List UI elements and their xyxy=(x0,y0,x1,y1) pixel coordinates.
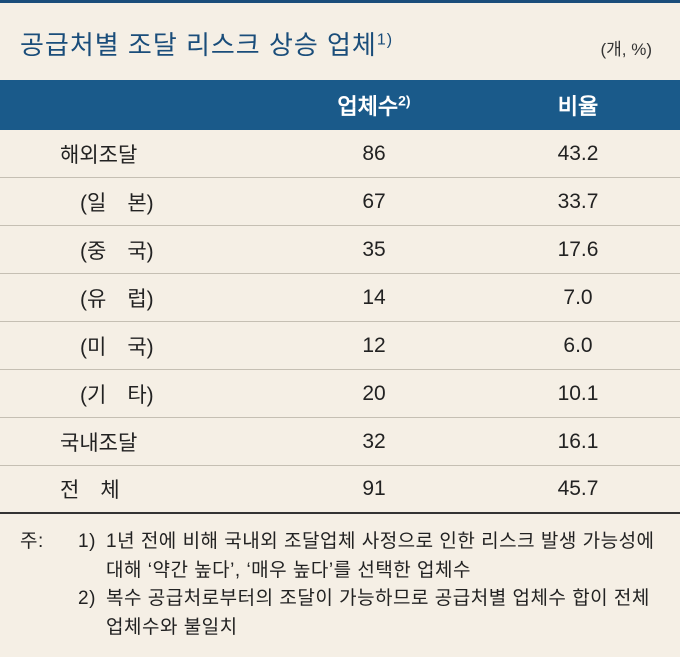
table-row: (일 본)6733.7 xyxy=(0,178,680,226)
row-count: 32 xyxy=(272,430,476,454)
row-count: 91 xyxy=(272,477,476,501)
footnotes: 주: 1) 1년 전에 비해 국내외 조달업체 사정으로 인한 리스크 발생 가… xyxy=(0,514,680,642)
table-row: (유 럽)147.0 xyxy=(0,274,680,322)
row-ratio: 7.0 xyxy=(476,286,680,310)
note-num: 2) xyxy=(78,585,106,642)
row-ratio: 16.1 xyxy=(476,430,680,454)
note-num: 1) xyxy=(78,528,106,585)
table-row: (기 타)2010.1 xyxy=(0,370,680,418)
row-ratio: 6.0 xyxy=(476,334,680,358)
unit-label: (개, %) xyxy=(600,35,660,62)
note-item: 2) 복수 공급처로부터의 조달이 가능하므로 공급처별 업체수 합이 전체 업… xyxy=(78,585,656,642)
header-count-sup: 2) xyxy=(398,93,410,109)
table-container: 공급처별 조달 리스크 상승 업체1) (개, %) 업체수2) 비율 해외조달… xyxy=(0,0,680,657)
data-table: 업체수2) 비율 해외조달8643.2(일 본)6733.7(중 국)3517.… xyxy=(0,80,680,514)
row-ratio: 10.1 xyxy=(476,382,680,406)
row-label: 해외조달 xyxy=(0,139,272,169)
row-label: (기 타) xyxy=(0,379,272,409)
note-row: 주: 1) 1년 전에 비해 국내외 조달업체 사정으로 인한 리스크 발생 가… xyxy=(20,528,660,642)
table-row: 전 체9145.7 xyxy=(0,466,680,514)
note-prefix: 주: xyxy=(20,528,78,642)
note-text: 복수 공급처로부터의 조달이 가능하므로 공급처별 업체수 합이 전체 업체수와… xyxy=(106,585,656,642)
page-title: 공급처별 조달 리스크 상승 업체1) xyxy=(20,25,393,62)
row-ratio: 43.2 xyxy=(476,142,680,166)
top-border xyxy=(0,0,680,3)
header-count-text: 업체수 xyxy=(337,94,398,119)
row-count: 20 xyxy=(272,382,476,406)
row-count: 35 xyxy=(272,238,476,262)
note-body: 1) 1년 전에 비해 국내외 조달업체 사정으로 인한 리스크 발생 가능성에… xyxy=(78,528,656,642)
table-body: 해외조달8643.2(일 본)6733.7(중 국)3517.6(유 럽)147… xyxy=(0,130,680,514)
table-row: 해외조달8643.2 xyxy=(0,130,680,178)
row-label: (유 럽) xyxy=(0,283,272,313)
table-row: 국내조달3216.1 xyxy=(0,418,680,466)
header-count: 업체수2) xyxy=(272,89,476,121)
table-header-row: 업체수2) 비율 xyxy=(0,80,680,130)
row-label: 전 체 xyxy=(0,474,272,504)
title-row: 공급처별 조달 리스크 상승 업체1) (개, %) xyxy=(0,25,680,62)
row-count: 67 xyxy=(272,190,476,214)
row-count: 86 xyxy=(272,142,476,166)
row-ratio: 33.7 xyxy=(476,190,680,214)
row-label: (일 본) xyxy=(0,187,272,217)
title-sup: 1) xyxy=(377,31,393,48)
note-text: 1년 전에 비해 국내외 조달업체 사정으로 인한 리스크 발생 가능성에 대해… xyxy=(106,528,656,585)
header-ratio: 비율 xyxy=(476,89,680,121)
row-label: 국내조달 xyxy=(0,427,272,457)
row-label: (미 국) xyxy=(0,331,272,361)
row-label: (중 국) xyxy=(0,235,272,265)
table-row: (중 국)3517.6 xyxy=(0,226,680,274)
row-count: 12 xyxy=(272,334,476,358)
title-text: 공급처별 조달 리스크 상승 업체 xyxy=(20,30,377,60)
row-ratio: 17.6 xyxy=(476,238,680,262)
note-item: 1) 1년 전에 비해 국내외 조달업체 사정으로 인한 리스크 발생 가능성에… xyxy=(78,528,656,585)
row-count: 14 xyxy=(272,286,476,310)
row-ratio: 45.7 xyxy=(476,477,680,501)
table-row: (미 국)126.0 xyxy=(0,322,680,370)
